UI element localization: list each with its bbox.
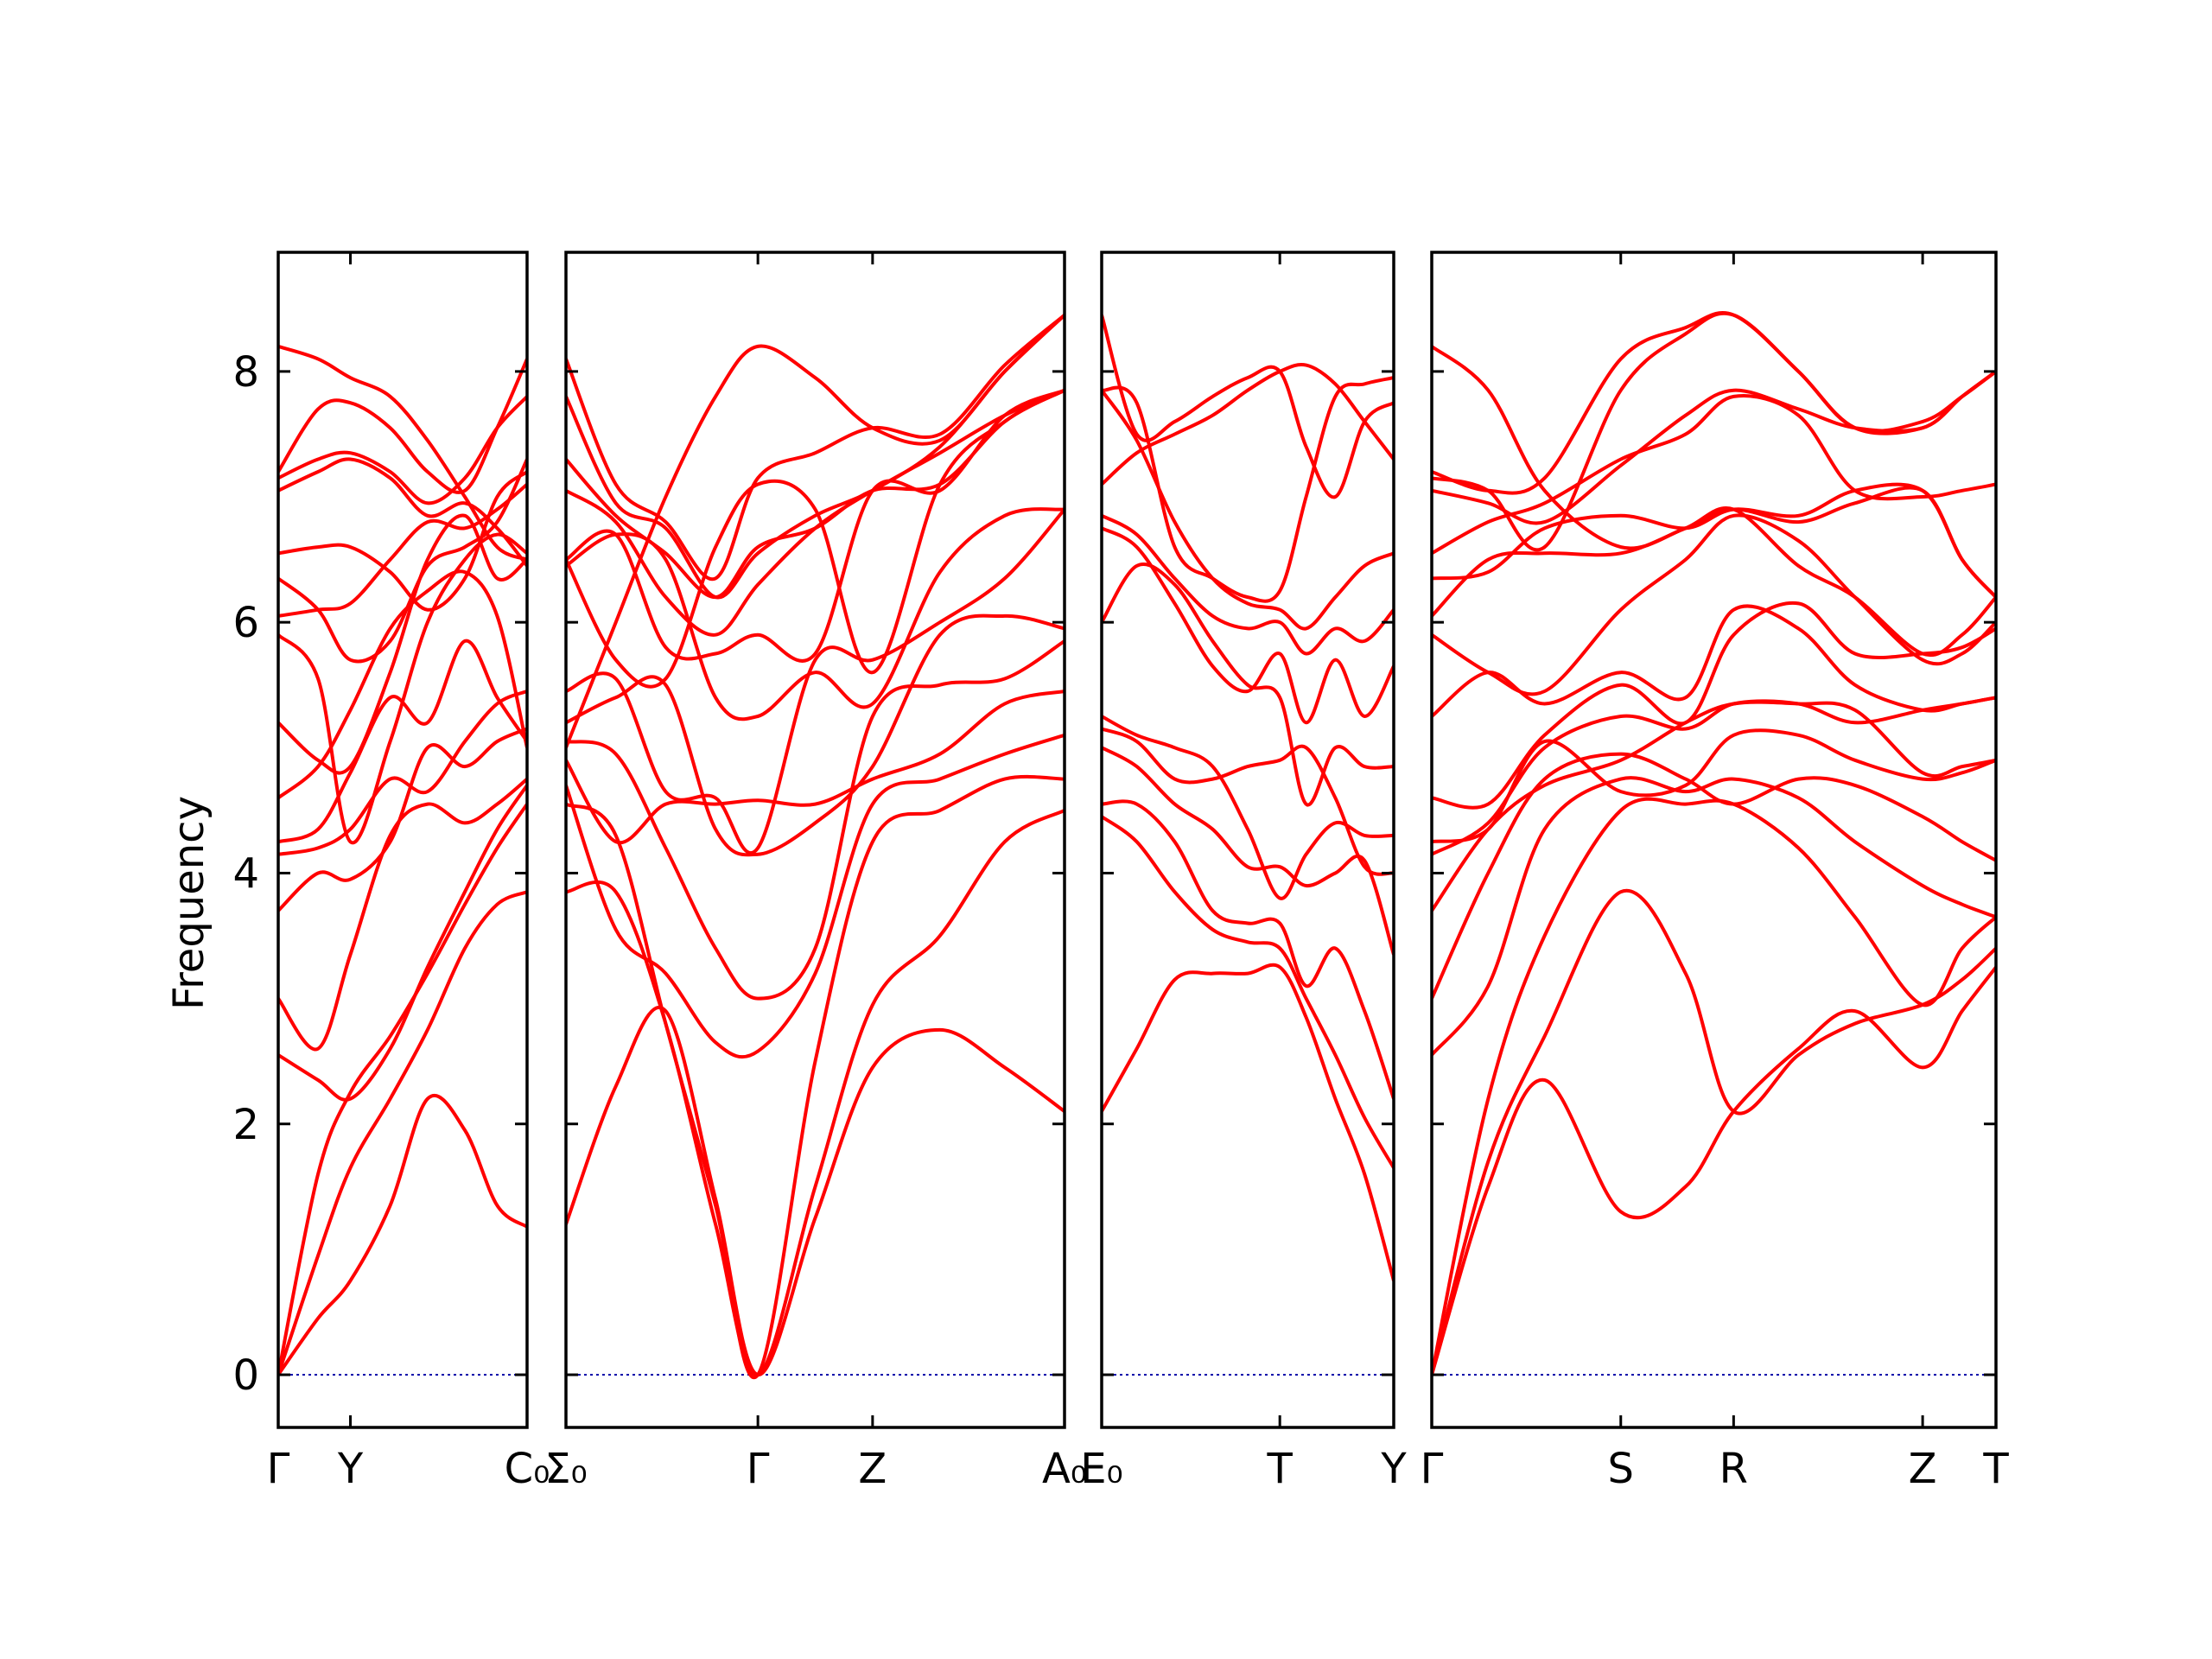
band-line [1102, 715, 1394, 900]
band-line [1102, 799, 1394, 1100]
y-tick-label: 6 [232, 599, 259, 647]
bands [278, 344, 527, 1376]
q-point-label: Γ [747, 1445, 770, 1493]
y-tick-label: 4 [232, 849, 259, 898]
band-line [1432, 370, 1996, 525]
band-line [566, 733, 1065, 1059]
band-line [1102, 963, 1394, 1281]
band-line [1102, 563, 1394, 807]
q-point-label: T [1267, 1445, 1294, 1493]
band-line [566, 508, 1065, 855]
band-line [278, 458, 527, 664]
y-tick-label: 0 [232, 1351, 259, 1400]
band-line [1432, 604, 1996, 718]
panel-3: E₀ T Y [1080, 251, 1407, 1493]
band-line [278, 784, 527, 1102]
band-line [278, 470, 527, 612]
q-point-label: R [1719, 1445, 1748, 1493]
band-line [566, 314, 1065, 749]
band-line [1102, 727, 1394, 876]
band-line [1102, 315, 1394, 499]
bands [1102, 315, 1394, 1281]
q-point-label: Y [1380, 1445, 1407, 1493]
band-line [1432, 966, 1996, 1376]
band-line [566, 774, 1065, 1380]
bands [566, 314, 1065, 1380]
y-tick-label: 2 [232, 1101, 259, 1149]
bands [1432, 311, 1996, 1376]
panel-1: 0 2 4 6 8 Γ Y C₀ [232, 251, 550, 1493]
panel-2: Σ₀ Γ Z A₀ [544, 251, 1087, 1493]
band-line [1102, 389, 1394, 631]
band-line [1432, 482, 1996, 599]
band-line [1432, 888, 1996, 1376]
band-line [278, 890, 527, 1376]
band-line [278, 639, 527, 844]
band-line [1102, 526, 1394, 725]
q-point-label: Y [337, 1445, 364, 1493]
band-line [278, 778, 527, 1052]
band-line [566, 388, 1065, 689]
band-line [566, 388, 1065, 663]
q-point-label: Γ [267, 1445, 290, 1493]
q-point-label: Z [1909, 1445, 1937, 1493]
band-line [278, 532, 527, 845]
q-point-label: A₀ [1042, 1445, 1087, 1493]
panel-frame [276, 251, 529, 1429]
q-point-label: S [1608, 1445, 1634, 1493]
q-point-label: E₀ [1080, 1445, 1123, 1493]
band-line [566, 639, 1065, 1001]
band-line [278, 457, 527, 568]
band-line [1432, 776, 1996, 1057]
band-line [566, 314, 1065, 582]
q-point-label: T [1982, 1445, 2009, 1493]
band-line [278, 344, 527, 562]
y-axis-label: Frequency [165, 796, 213, 1010]
panel-frame [564, 251, 1066, 1429]
band-line [278, 803, 527, 1376]
q-point-label: Z [858, 1445, 887, 1493]
band-line [1432, 752, 1996, 1000]
band-line [1432, 311, 1996, 495]
band-line [1432, 513, 1996, 696]
panel-frame [1430, 251, 1998, 1429]
band-line [566, 809, 1065, 1377]
y-tick-label: 8 [232, 348, 259, 397]
band-line [278, 513, 527, 775]
band-line [1102, 363, 1394, 486]
band-line [278, 482, 527, 618]
band-line [1432, 797, 1996, 1376]
q-point-label: Σ₀ [544, 1445, 588, 1493]
band-line [278, 1094, 527, 1376]
band-line [566, 388, 1065, 600]
panel-frame [1100, 251, 1395, 1429]
band-line [278, 690, 527, 856]
band-line [1102, 815, 1394, 1169]
band-line [1432, 728, 1996, 844]
band-line [566, 507, 1065, 721]
band-line [1102, 514, 1394, 656]
q-point-label: C₀ [505, 1445, 550, 1493]
q-point-label: Γ [1421, 1445, 1444, 1493]
band-line [1102, 376, 1394, 603]
band-line [1432, 394, 1996, 556]
band-line [278, 358, 527, 494]
band-line [1432, 345, 1996, 599]
band-line [278, 727, 527, 912]
band-line [566, 690, 1065, 845]
band-line [566, 613, 1065, 857]
